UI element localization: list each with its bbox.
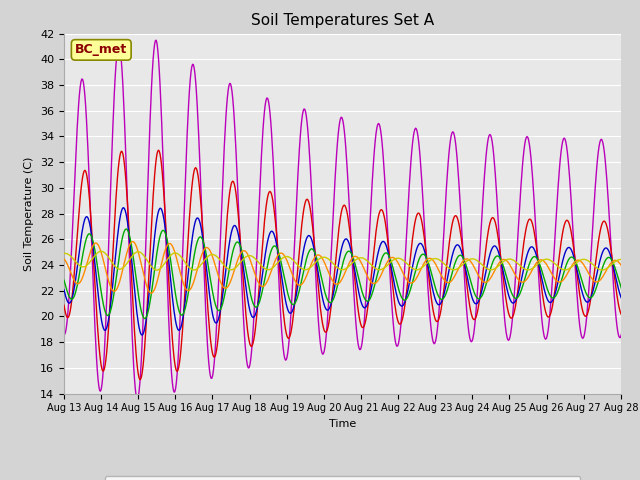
-8cm (122, 226, 130, 232)
Line: Theta_Temp: Theta_Temp (64, 40, 640, 399)
Title: Soil Temperatures Set A: Soil Temperatures Set A (251, 13, 434, 28)
Theta_Temp (60, 332, 68, 337)
-16cm (131, 240, 138, 246)
-2cm (270, 204, 278, 210)
Line: -8cm: -8cm (64, 229, 640, 319)
Theta_Temp (241, 332, 248, 337)
-16cm (292, 280, 300, 286)
-4cm (241, 273, 248, 279)
Line: -16cm: -16cm (64, 241, 640, 293)
-32cm (458, 263, 465, 269)
-32cm (153, 267, 161, 273)
Theta_Temp (134, 396, 141, 402)
-8cm (424, 259, 432, 264)
-2cm (130, 315, 138, 321)
-8cm (60, 277, 68, 283)
-2cm (60, 302, 68, 308)
-16cm (129, 239, 137, 244)
-32cm (241, 255, 248, 261)
-2cm (292, 282, 300, 288)
-2cm (458, 235, 465, 241)
Y-axis label: Soil Temperature (C): Soil Temperature (C) (24, 156, 35, 271)
-4cm (60, 287, 68, 293)
Theta_Temp (424, 285, 432, 291)
-4cm (292, 292, 300, 298)
-32cm (60, 251, 68, 256)
-32cm (270, 264, 278, 270)
-2cm (155, 147, 163, 153)
-4cm (131, 287, 138, 293)
-8cm (458, 252, 465, 258)
-8cm (292, 298, 300, 303)
-32cm (424, 259, 432, 265)
-8cm (131, 263, 138, 269)
-4cm (270, 231, 278, 237)
Line: -32cm: -32cm (64, 251, 640, 270)
Line: -2cm: -2cm (64, 150, 640, 380)
-2cm (136, 377, 144, 383)
-32cm (97, 248, 105, 254)
X-axis label: Time: Time (329, 419, 356, 429)
Text: BC_met: BC_met (75, 43, 127, 56)
-16cm (424, 256, 432, 262)
-2cm (424, 266, 432, 272)
-16cm (241, 248, 248, 253)
-32cm (292, 261, 300, 266)
-16cm (148, 290, 156, 296)
-4cm (120, 205, 127, 211)
Theta_Temp (152, 37, 160, 43)
-16cm (458, 261, 465, 266)
-2cm (241, 294, 248, 300)
-16cm (60, 256, 68, 262)
-32cm (131, 251, 138, 256)
Theta_Temp (130, 363, 138, 369)
-8cm (270, 243, 278, 249)
-16cm (270, 261, 278, 267)
-8cm (241, 260, 248, 265)
Line: -4cm: -4cm (64, 208, 640, 335)
-4cm (138, 332, 146, 338)
Legend: -2cm, -4cm, -8cm, -16cm, -32cm, Theta_Temp: -2cm, -4cm, -8cm, -16cm, -32cm, Theta_Te… (105, 476, 580, 480)
-4cm (458, 248, 465, 253)
Theta_Temp (292, 204, 300, 209)
Theta_Temp (458, 219, 465, 225)
Theta_Temp (270, 171, 278, 177)
-8cm (141, 316, 148, 322)
-4cm (424, 263, 432, 269)
